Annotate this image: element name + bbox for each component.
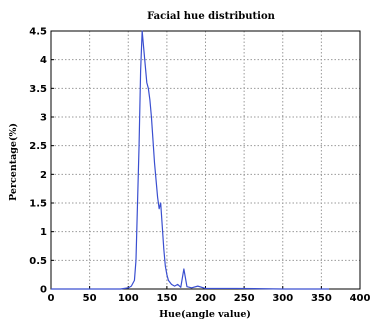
series-line xyxy=(51,30,330,290)
x-tick-label: 50 xyxy=(83,293,97,304)
y-tick-label: 3 xyxy=(40,113,47,124)
x-tick-label: 100 xyxy=(118,293,139,304)
y-tick-label: 4.5 xyxy=(29,27,47,38)
x-tick-label: 350 xyxy=(311,293,332,304)
series-layer xyxy=(51,30,330,290)
axis-ticks: 0 50 100 150 200 250 300 350 400 0 0.5 1 1.5 2 2.5 3 3.5… xyxy=(29,27,370,305)
y-tick-label: 4 xyxy=(40,55,47,66)
grid-lines xyxy=(51,31,360,289)
y-tick-label: 0.5 xyxy=(29,256,47,267)
x-tick-label: 250 xyxy=(234,293,255,304)
y-tick-label: 2 xyxy=(40,170,47,181)
x-tick-label: 200 xyxy=(195,293,216,304)
y-tick-label: 3.5 xyxy=(29,84,47,95)
chart-title: Facial hue distribution xyxy=(147,11,276,22)
y-tick-label: 2.5 xyxy=(29,141,47,152)
x-tick-label: 300 xyxy=(272,293,293,304)
y-tick-label: 1 xyxy=(40,227,47,238)
y-tick-label: 1.5 xyxy=(29,199,47,210)
x-tick-label: 0 xyxy=(48,293,55,304)
x-tick-label: 150 xyxy=(156,293,177,304)
y-axis-label: Percentage(%) xyxy=(8,123,19,201)
x-tick-label: 400 xyxy=(350,293,371,304)
x-axis-label: Hue(angle value) xyxy=(159,309,251,320)
y-tick-label: 0 xyxy=(40,285,47,296)
